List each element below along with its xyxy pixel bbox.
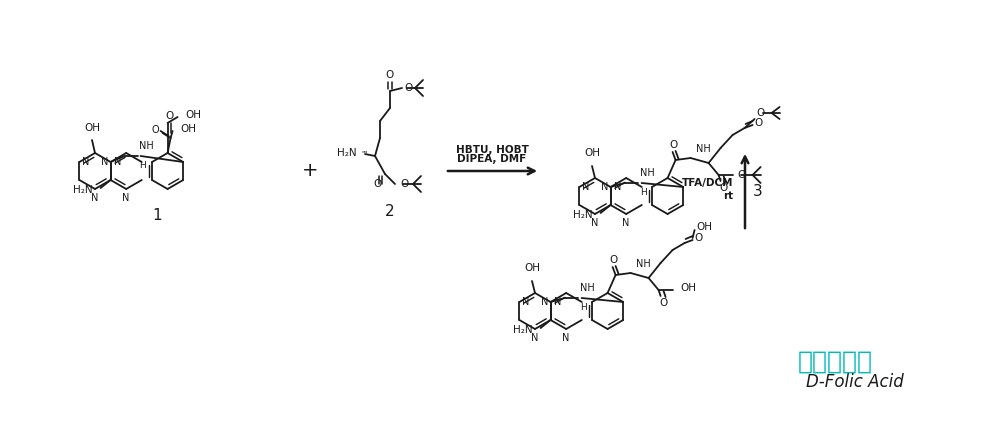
Text: DIPEA, DMF: DIPEA, DMF [457, 154, 527, 164]
Text: NH: NH [696, 144, 710, 154]
Text: H: H [640, 188, 647, 197]
Text: N: N [82, 157, 90, 167]
Text: H₂N: H₂N [573, 210, 593, 220]
Text: 3: 3 [753, 184, 762, 199]
Text: OH: OH [697, 222, 713, 232]
Text: H₂N: H₂N [73, 185, 93, 195]
Text: N: N [601, 182, 609, 192]
Text: O: O [738, 170, 746, 180]
Text: OH: OH [84, 123, 100, 133]
Text: N: N [554, 297, 561, 307]
Text: H₂N: H₂N [337, 148, 357, 158]
Text: N: N [591, 218, 599, 228]
Text: NH: NH [580, 283, 594, 293]
Text: N: N [91, 193, 99, 203]
Text: HBTU, HOBT: HBTU, HOBT [456, 145, 528, 155]
Text: N: N [114, 157, 121, 167]
Text: N: N [562, 333, 570, 343]
Text: 2: 2 [385, 204, 395, 219]
Text: O: O [386, 70, 394, 80]
Text: O: O [669, 140, 678, 150]
Text: H₂N: H₂N [513, 325, 533, 335]
Text: +: + [302, 161, 318, 181]
Text: O: O [373, 179, 381, 189]
Text: N: N [614, 182, 621, 192]
Text: N: N [541, 297, 549, 307]
Text: O: O [757, 108, 765, 118]
Text: TFA/DCM: TFA/DCM [682, 178, 733, 188]
Text: O: O [695, 233, 703, 243]
Text: N: N [101, 157, 109, 167]
Text: 热爱收录库: 热爱收录库 [798, 350, 872, 374]
Text: O: O [719, 183, 728, 193]
Text: N: N [622, 218, 630, 228]
Text: D-Folic Acid: D-Folic Acid [806, 373, 904, 391]
Text: OH: OH [524, 263, 540, 273]
Text: NH: NH [640, 168, 654, 178]
Text: H: H [139, 161, 146, 170]
Text: O: O [404, 83, 412, 93]
Text: O: O [609, 255, 618, 265]
Text: N: N [582, 182, 590, 192]
Text: NH: NH [139, 141, 153, 151]
Text: NH: NH [636, 259, 650, 269]
Text: "": "" [361, 150, 367, 156]
Text: N: N [522, 297, 530, 307]
Text: rt: rt [723, 191, 733, 201]
Text: O: O [400, 179, 408, 189]
Text: 1: 1 [153, 208, 162, 224]
Text: OH: OH [584, 148, 600, 158]
Text: OH: OH [186, 110, 202, 120]
Text: O: O [152, 125, 160, 135]
Text: OH: OH [681, 283, 697, 293]
Text: N: N [122, 193, 130, 203]
Text: N: N [531, 333, 539, 343]
Text: O: O [165, 111, 174, 121]
Text: O: O [659, 298, 668, 308]
Text: O: O [755, 118, 763, 128]
Text: H: H [580, 303, 587, 312]
Text: OH: OH [181, 124, 197, 134]
